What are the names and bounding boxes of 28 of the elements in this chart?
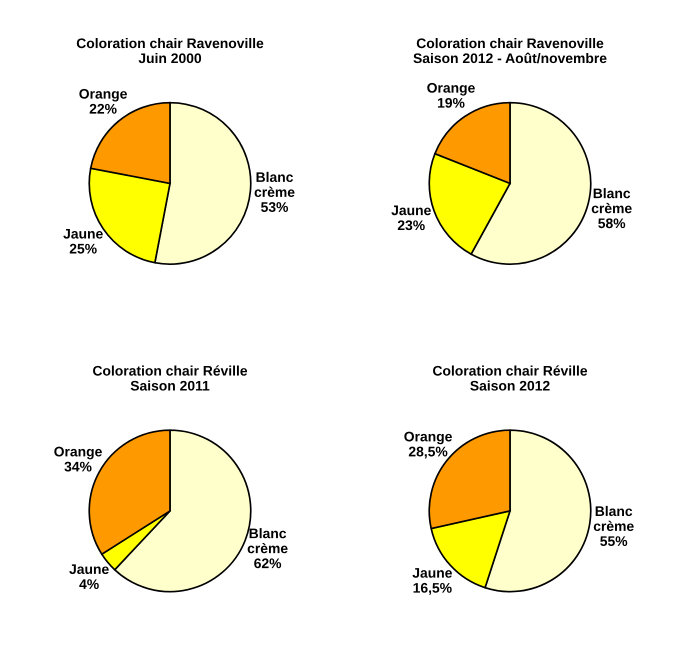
data-label: 23% bbox=[398, 220, 425, 230]
data-label: 4% bbox=[79, 579, 99, 589]
data-label: 53% bbox=[261, 202, 288, 212]
slice-label: Jaune bbox=[412, 568, 452, 578]
slice-label: Blanc crème bbox=[594, 506, 634, 532]
slice-label: Blanc crème bbox=[592, 188, 632, 214]
data-label: 25% bbox=[70, 244, 97, 254]
data-label: 16,5% bbox=[414, 582, 452, 595]
slice-label: Orange bbox=[54, 446, 102, 460]
data-label: 34% bbox=[64, 462, 92, 472]
data-label: 55% bbox=[600, 536, 628, 546]
slice-label: Jaune bbox=[63, 228, 103, 239]
slice-label: Blanc crème bbox=[254, 172, 294, 198]
slice-label: Orange bbox=[427, 82, 475, 96]
slice-label: Orange bbox=[79, 88, 127, 102]
data-label: 22% bbox=[90, 104, 117, 114]
data-label: 19% bbox=[438, 98, 465, 108]
slice-label: Blanc crème bbox=[248, 528, 288, 554]
slice-label: Orange bbox=[404, 432, 452, 444]
chart-title: Coloration chair Ravenoville Juin 2000 bbox=[76, 38, 264, 64]
slice-label: Jaune bbox=[69, 564, 109, 574]
data-label: 28,5% bbox=[408, 446, 448, 458]
data-label: 62% bbox=[254, 558, 282, 568]
chart-title: Coloration chair Réville Saison 2011 bbox=[93, 365, 248, 391]
chart-title: Coloration chair Ravenoville Saison 2012 - Août/novembre bbox=[413, 38, 607, 64]
chart-title: Coloration chair Réville Saison 2012 bbox=[433, 365, 588, 391]
data-label: 58% bbox=[598, 218, 626, 228]
slice-label: Jaune bbox=[391, 206, 431, 216]
